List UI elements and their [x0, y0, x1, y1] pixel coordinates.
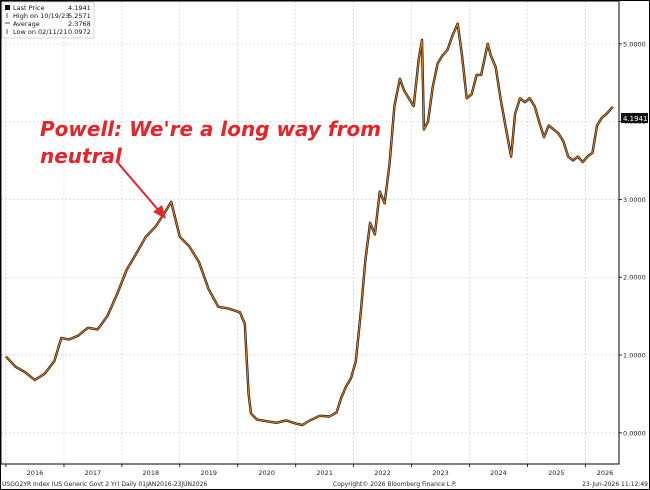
series-layer	[5, 22, 614, 427]
x-tick-label: 2025	[548, 469, 565, 477]
y-tick-label: 5.0000	[623, 40, 646, 48]
legend-value-average: 2.3768	[68, 20, 91, 28]
series-line-shadow	[5, 22, 614, 427]
footer-right: 23-Jun-2026 11:12:49	[582, 481, 648, 488]
y-tick-label: 3.0000	[623, 196, 646, 204]
y-tick-label: 1.0000	[623, 352, 646, 360]
x-tick-label: 2022	[374, 469, 391, 477]
legend-label-last-price: Last Price	[13, 4, 44, 12]
plot-area-border	[0, 0, 620, 465]
x-tick-label: 2016	[27, 469, 44, 477]
x-tick-label: 2017	[85, 469, 102, 477]
legend-value-low: 0.0972	[68, 28, 91, 36]
footer-center: Copyright© 2026 Bloomberg Finance L.P.	[333, 481, 457, 488]
x-tick-label: 2018	[143, 469, 160, 477]
annotation-line-1: Powell: We're a long way from	[40, 117, 381, 141]
series-line	[5, 23, 614, 426]
last-price-tag-text: 4.1941	[623, 115, 648, 123]
x-tick-label: 2019	[200, 469, 217, 477]
legend-value-last-price: 4.1941	[68, 4, 91, 12]
legend-box	[1, 1, 95, 39]
annotation-arrow-shaft	[117, 162, 161, 213]
y-tick-label: 0.0000	[623, 429, 646, 437]
annotation-line-2: neutral	[40, 144, 123, 168]
legend-label-average: Average	[13, 20, 40, 28]
x-tick-labels: 2016 2017 2018 2019 2020 2021 2022 2023 2024 2025…	[5, 464, 614, 477]
x-tick-label: 2026	[597, 469, 614, 477]
x-tick-label: 2024	[490, 469, 507, 477]
x-tick-label: 2023	[432, 469, 449, 477]
footer-left: USGG2YR Index (US Generic Govt 2 Yr) Dai…	[2, 481, 207, 488]
annotation-arrow-head	[153, 205, 166, 219]
last-price-tag: 4.1941	[621, 113, 648, 123]
x-tick-label: 2021	[316, 469, 333, 477]
legend: Last Price 4.1941 High on 10/19/23 5.257…	[1, 1, 95, 39]
black-square-icon	[5, 5, 10, 10]
grid-lines	[1, 1, 619, 464]
y-tick-label: 2.0000	[623, 274, 646, 282]
legend-label-high: High on 10/19/23	[13, 12, 69, 20]
legend-value-high: 5.2571	[68, 12, 91, 20]
legend-label-low: Low on 02/11/21	[13, 28, 67, 36]
x-tick-label: 2020	[258, 469, 275, 477]
